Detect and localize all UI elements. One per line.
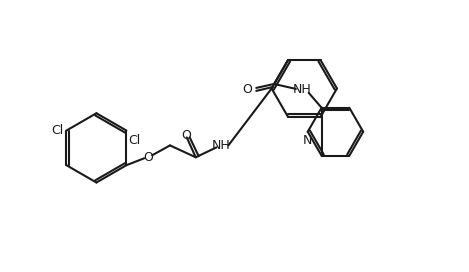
Text: O: O — [143, 151, 153, 164]
Text: N: N — [303, 134, 312, 147]
Text: Cl: Cl — [129, 134, 141, 147]
Text: O: O — [242, 84, 252, 96]
Text: Cl: Cl — [51, 124, 63, 137]
Text: O: O — [181, 129, 191, 142]
Text: NH: NH — [212, 139, 231, 152]
Text: NH: NH — [293, 84, 311, 96]
